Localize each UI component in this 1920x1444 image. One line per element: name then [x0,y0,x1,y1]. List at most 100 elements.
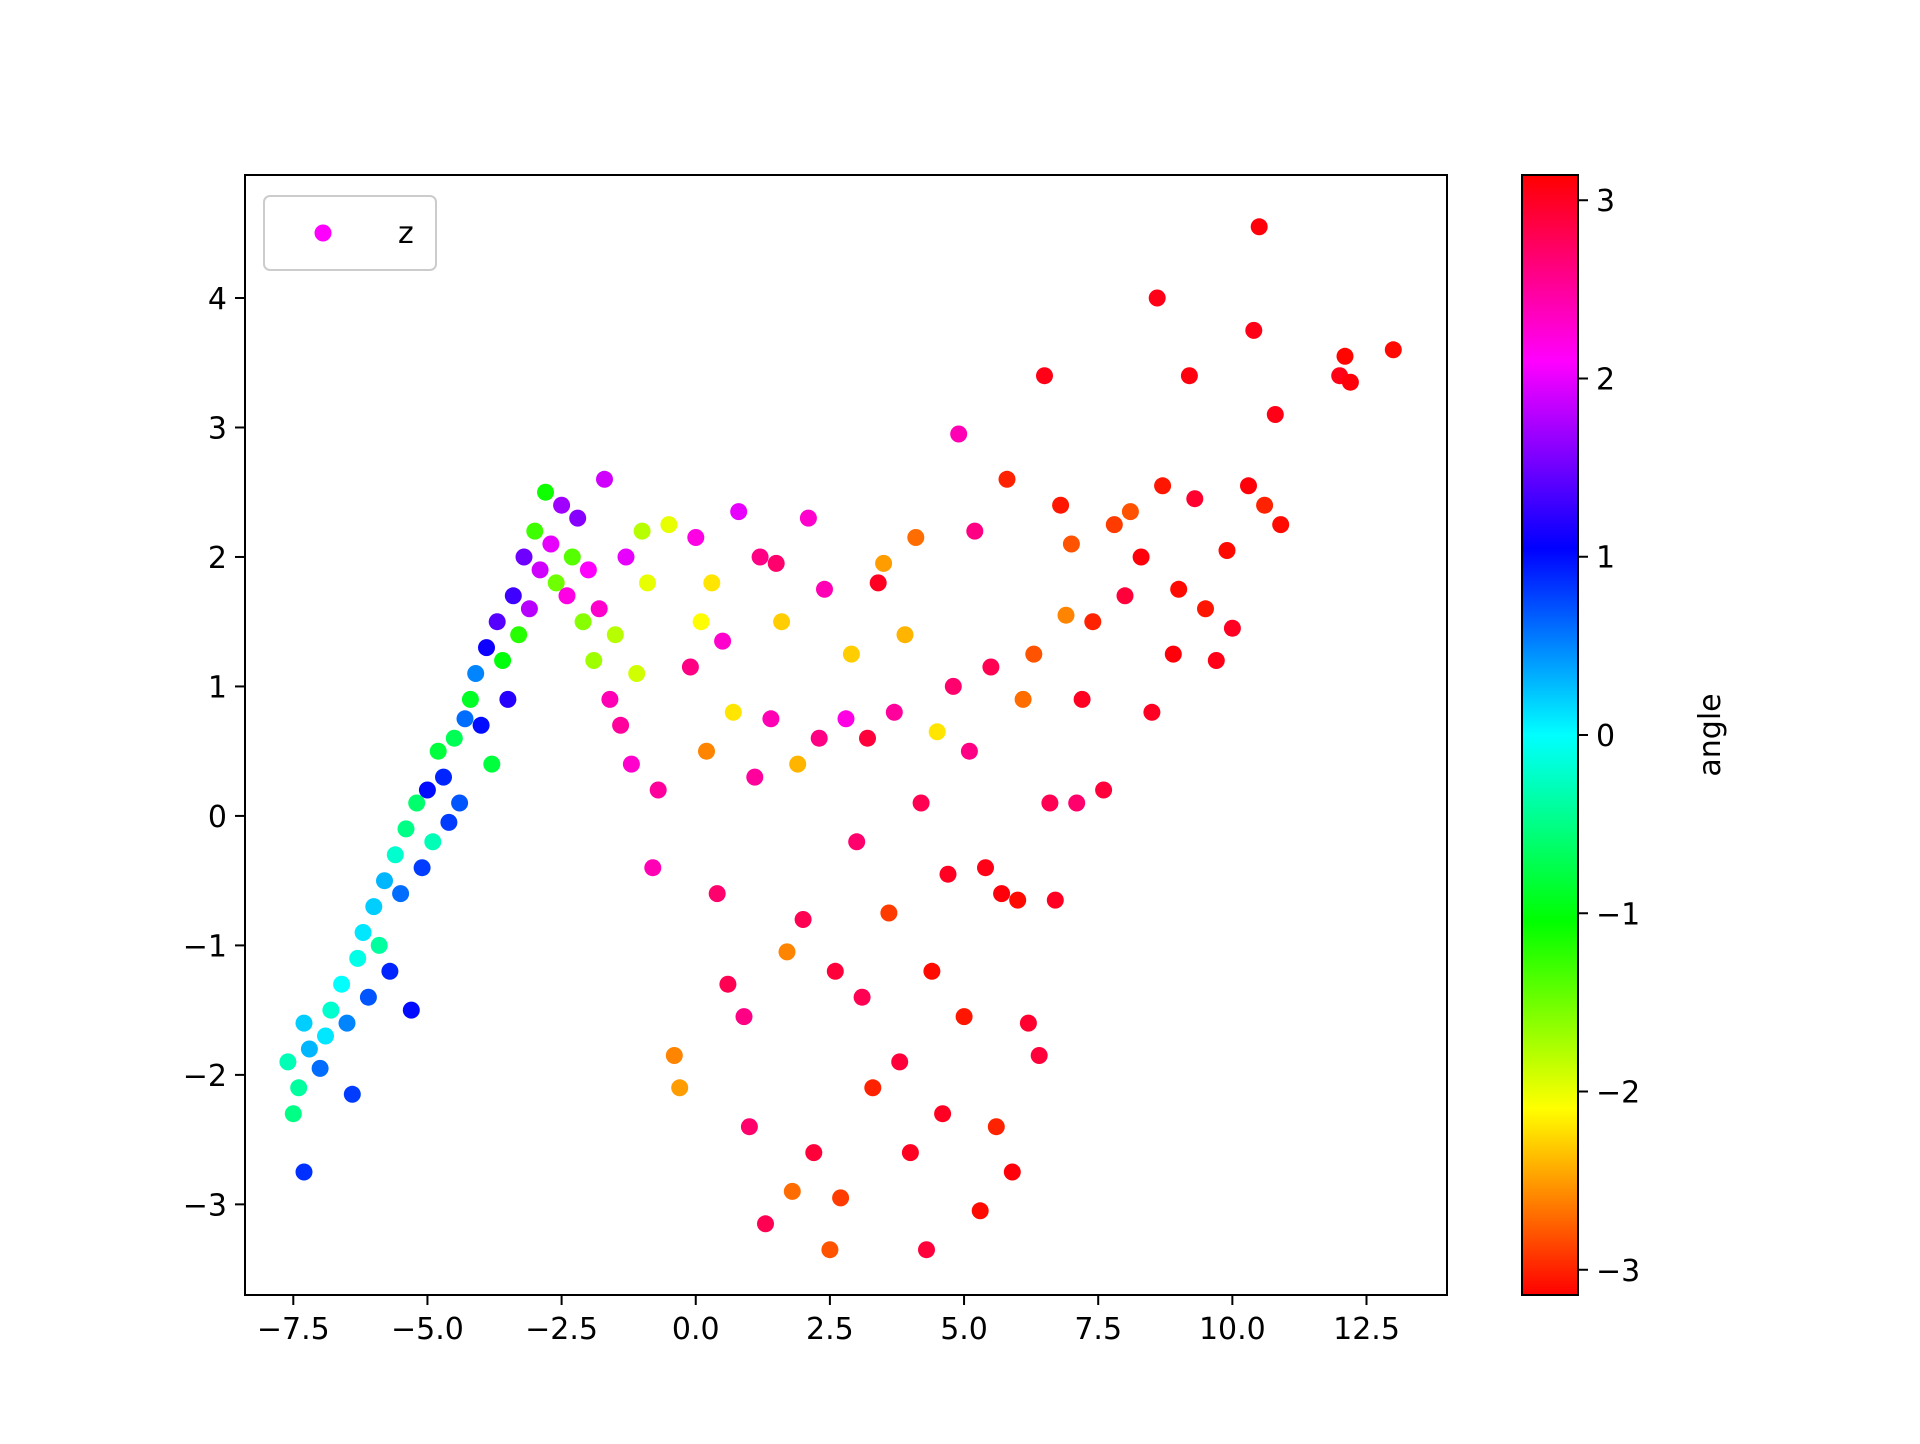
data-point [1250,218,1268,236]
data-point [633,522,651,540]
data-point [1197,600,1214,618]
data-point [789,755,807,773]
data-point [639,574,656,592]
data-point [1014,690,1032,708]
data-point [558,587,576,605]
data-point [644,859,662,877]
data-point [1164,645,1182,663]
data-point [617,548,635,566]
data-point [842,645,860,663]
data-point [848,833,866,851]
data-point [440,813,458,831]
data-point [1030,1047,1048,1064]
colorbar [1521,174,1579,1296]
data-point [553,496,571,514]
data-point [955,1008,973,1026]
x-tick-label: 7.5 [1074,1312,1122,1347]
data-point [1041,794,1059,812]
data-point [1240,477,1257,495]
data-point [547,574,565,592]
data-point [987,1118,1005,1136]
data-point [773,613,791,631]
data-point [901,1144,919,1162]
data-point [295,1163,313,1181]
data-point [767,554,785,572]
data-point [1036,367,1053,385]
data-point [333,975,351,993]
data-point [499,690,517,708]
legend-label: z [398,216,414,251]
y-tick-label: 4 [208,282,227,317]
data-point [837,710,855,728]
data-point [483,755,501,773]
data-point [1025,645,1043,663]
data-point [574,613,592,631]
data-point [322,1001,340,1019]
data-point [510,626,528,644]
data-point [960,742,978,760]
data-point [1218,542,1236,559]
data-point [735,1008,753,1026]
data-point [799,509,817,527]
data-point [343,1085,361,1103]
data-point [1105,516,1123,534]
y-tick-label: 1 [208,670,227,705]
data-point [381,962,399,980]
data-point [859,729,876,747]
data-point [966,522,984,540]
data-points [279,218,1402,1259]
data-point [907,529,925,546]
data-point [708,885,726,903]
data-point [714,632,732,650]
data-point [719,975,737,993]
data-point [783,1182,801,1200]
data-point [504,587,522,605]
data-point [601,690,619,708]
data-point [461,690,479,708]
data-point [1272,516,1290,534]
data-point [698,742,715,760]
data-point [563,548,581,566]
data-point [1057,606,1075,624]
data-point [585,652,603,669]
data-point [821,1241,839,1259]
data-point [295,1014,313,1032]
x-tick-label: 10.0 [1199,1312,1266,1347]
data-point [1256,496,1274,514]
data-point [934,1105,952,1123]
data-point [944,677,962,695]
data-point [660,516,678,534]
data-point [569,509,587,527]
data-point [805,1144,823,1162]
data-point [885,703,903,721]
data-point [912,794,930,812]
x-tick-label: −5.0 [391,1312,464,1347]
colorbar-tick-label: 3 [1596,184,1615,219]
data-point [1186,490,1204,508]
data-point [923,962,941,980]
data-point [1336,347,1354,365]
data-point [590,600,608,618]
data-point [1266,406,1284,423]
data-point [472,716,490,734]
x-tick-label: 0.0 [672,1312,720,1347]
data-point [649,781,667,799]
data-point [1180,367,1198,385]
data-point [526,522,544,540]
data-point [1121,503,1139,521]
data-point [279,1053,297,1071]
data-point [317,1027,334,1045]
data-point [1052,496,1070,514]
data-point [354,924,372,941]
data-point [1223,619,1241,637]
y-tick-label: 3 [208,411,227,446]
data-point [1009,891,1027,909]
data-point [1341,373,1359,391]
colorbar-tick-label: 2 [1596,362,1615,397]
data-point [628,665,646,682]
x-tick-label: 2.5 [806,1312,854,1347]
data-point [478,639,495,657]
data-point [977,859,994,877]
legend: z [263,195,437,271]
data-point [816,580,833,598]
